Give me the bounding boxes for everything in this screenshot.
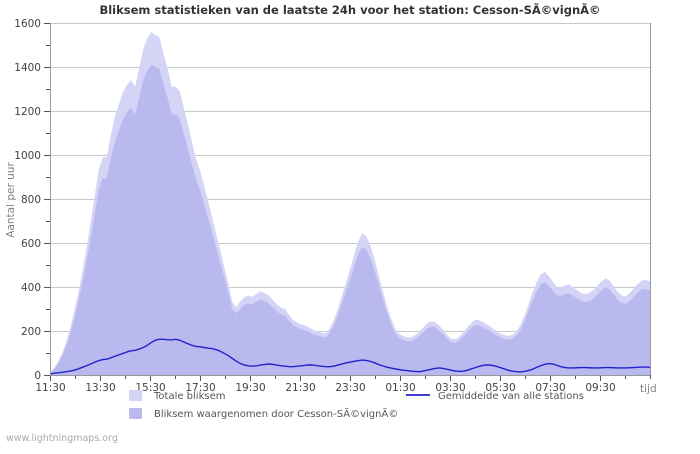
x-tick-label: 19:30 bbox=[235, 382, 265, 394]
x-tick-label: 11:30 bbox=[35, 382, 65, 394]
legend-label-average-all-stations: Gemiddelde van alle stations bbox=[438, 391, 584, 402]
y-tick-label: 400 bbox=[21, 282, 41, 294]
legend-label-total-lightning: Totale bliksem bbox=[153, 391, 225, 402]
legend: Totale bliksem Gemiddelde van alle stati… bbox=[129, 390, 584, 420]
x-tick-label: 13:30 bbox=[85, 382, 115, 394]
legend-swatch-total-lightning bbox=[129, 390, 142, 401]
y-tick-label: 1000 bbox=[14, 150, 41, 162]
y-axis-label: Aantal per uur bbox=[5, 162, 17, 238]
watermark-text: www.lightningmaps.org bbox=[6, 433, 118, 444]
x-tick-label: 05:30 bbox=[485, 382, 515, 394]
x-tick-label: 15:30 bbox=[135, 382, 165, 394]
x-tick-label: 07:30 bbox=[535, 382, 565, 394]
data-series-group bbox=[49, 31, 651, 376]
x-axis-ticks-group: 11:30 13:30 15:30 17:30 19:30 21:30 23:30 01:30… bbox=[35, 375, 651, 394]
area-station-lightning bbox=[50, 64, 650, 376]
x-tick-label: 09:30 bbox=[585, 382, 615, 394]
x-tick-label: 01:30 bbox=[385, 382, 415, 394]
line-average-all-stations bbox=[49, 338, 651, 375]
y-tick-label: 200 bbox=[21, 326, 41, 338]
chart-title: Bliksem statistieken van de laatste 24h … bbox=[99, 2, 600, 17]
legend-label-station-lightning: Bliksem waargenomen door Cesson-SÃ©vignÃ… bbox=[154, 407, 398, 420]
y-tick-label: 1200 bbox=[14, 106, 41, 118]
x-tick-label: 21:30 bbox=[285, 382, 315, 394]
y-axis-ticks-group: 0 200 400 600 800 1000 1200 1400 1600 bbox=[14, 18, 50, 382]
x-tick-label: 17:30 bbox=[185, 382, 215, 394]
x-tick-label: 03:30 bbox=[435, 382, 465, 394]
x-axis-label: tijd bbox=[640, 383, 657, 395]
y-tick-label: 600 bbox=[21, 238, 41, 250]
x-tick-label: 23:30 bbox=[335, 382, 365, 394]
y-tick-label: 1600 bbox=[14, 18, 41, 30]
legend-swatch-station-lightning bbox=[129, 408, 142, 419]
y-tick-label: 0 bbox=[34, 370, 41, 382]
y-tick-label: 800 bbox=[21, 194, 41, 206]
y-tick-label: 1400 bbox=[14, 62, 41, 74]
